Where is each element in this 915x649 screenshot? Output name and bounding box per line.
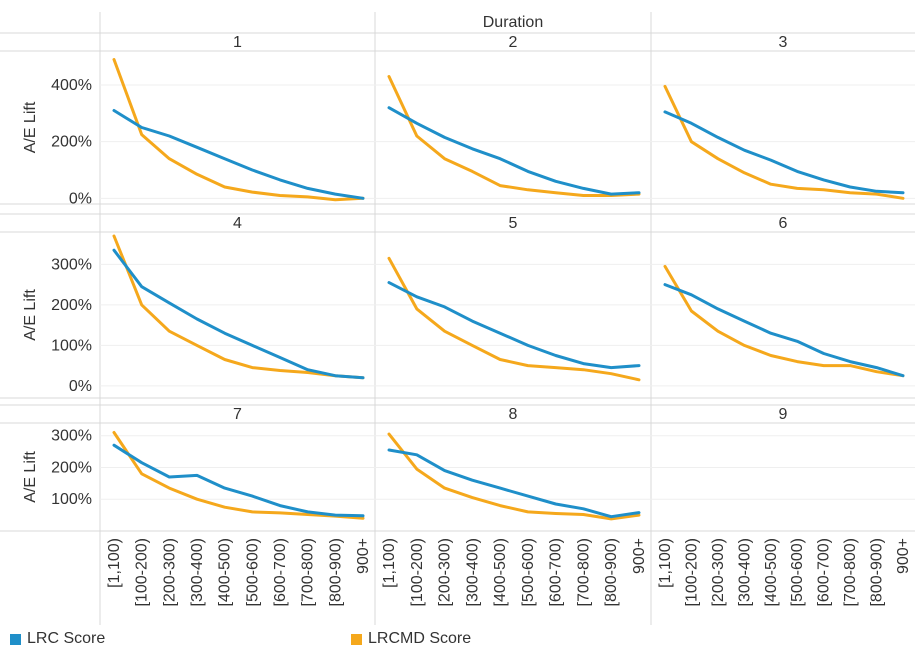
x-tick-label-col1-6: [600-700) [272,538,289,607]
series-line-lrcmd-panel-1 [112,58,365,202]
series-line-lrcmd-panel-4 [112,234,365,380]
x-tick-label-col1-9: 900+ [355,538,372,574]
x-tick-label-col3-8: [800-900) [869,538,886,607]
y-tick-label-row3-0: 100% [51,491,92,508]
x-tick-label-col2-8: [800-900) [603,538,620,607]
series-line-lrc-panel-2 [387,106,641,196]
y-tick-label-row1-2: 400% [51,77,92,94]
x-tick-label-col3-7: [700-800) [842,538,859,607]
x-tick-label-col2-6: [600-700) [548,538,565,607]
x-tick-label-col1-5: [500-600) [244,538,261,607]
series-line-lrc-panel-4 [112,248,365,380]
panel-title-2: 2 [509,34,518,51]
series-line-lrcmd-panel-3 [663,84,905,200]
panel-title-5: 5 [509,215,518,232]
panel-title-7: 7 [233,406,242,423]
panel-layer: 1 2 3 4 5 6 7 8 9 [112,34,905,521]
x-tick-label-col3-2: [200-300) [710,538,727,607]
x-tick-label-col3-3: [300-400) [736,538,753,607]
series-line-lrc-panel-6 [663,283,905,378]
y-tick-label-row2-1: 100% [51,337,92,354]
column-header: Duration [483,14,543,31]
panel-title-3: 3 [779,34,788,51]
series-line-lrcmd-panel-5 [387,256,641,382]
x-tick-label-col2-7: [700-800) [575,538,592,607]
legend-swatch-lrcmd [351,633,362,645]
x-tick-label-col1-7: [700-800) [300,538,317,607]
legend-item-lrcmd: LRCMD Score [351,630,471,648]
y-axis-label-row2: A/E Lift [22,289,39,341]
x-tick-label-col2-1: [100-200) [409,538,426,607]
x-tick-label-col1-8: [800-900) [327,538,344,607]
legend-swatch-lrc [10,633,21,645]
series-line-lrc-panel-1 [112,109,365,200]
x-tick-label-col3-4: [400-500) [763,538,780,607]
series-line-lrc-panel-5 [387,281,641,370]
y-tick-label-row1-0: 0% [69,190,92,207]
y-tick-label-row3-1: 200% [51,459,92,476]
panel-title-4: 4 [233,215,242,232]
y-tick-label-row1-1: 200% [51,134,92,151]
legend-label-lrcmd: LRCMD Score [368,630,472,647]
x-tick-label-col2-9: 900+ [631,538,648,574]
x-tick-label-col3-9: 900+ [895,538,912,574]
series-line-lrcmd-panel-7 [112,431,365,520]
series-line-lrc-panel-8 [387,448,641,519]
legend-item-lrc: LRC Score [10,630,105,648]
panel-title-9: 9 [779,406,788,423]
x-tick-label-col1-2: [200-300) [161,538,178,607]
panel-title-1: 1 [233,34,242,51]
x-tick-label-col1-1: [100-200) [134,538,151,607]
series-line-lrcmd-panel-8 [387,432,641,521]
y-tick-label-row2-3: 300% [51,256,92,273]
series-line-lrc-panel-7 [112,443,365,518]
x-tick-label-col3-6: [600-700) [816,538,833,607]
x-tick-label-col2-3: [300-400) [464,538,481,607]
series-line-lrc-panel-3 [663,110,905,195]
x-tick-label-col2-5: [500-600) [520,538,537,607]
y-axis-label-row3: A/E Lift [22,451,39,503]
x-tick-label-col2-4: [400-500) [492,538,509,607]
y-axis-label-row1: A/E Lift [22,101,39,153]
axis-layer: 0% 200% 400% A/E Lift 0% 100% 200% 300% A/E Lift… [22,77,912,607]
trellis-line-chart: Duration 1 2 3 4 5 6 7 8 9 0% 200% 400% A/E Lift 0% 1… [0,12,915,625]
legend: LRC Score LRCMD Score [0,628,915,649]
x-tick-label-col3-1: [100-200) [683,538,700,607]
panel-title-6: 6 [779,215,788,232]
x-tick-label-col2-0: [1,100) [381,538,398,588]
y-tick-label-row2-0: 0% [69,378,92,395]
series-line-lrcmd-panel-6 [663,264,905,378]
x-tick-label-col2-2: [200-300) [437,538,454,607]
x-tick-label-col1-3: [300-400) [189,538,206,607]
x-tick-label-col3-0: [1,100) [657,538,674,588]
series-line-lrcmd-panel-2 [387,75,641,197]
panel-title-8: 8 [509,406,518,423]
x-tick-label-col1-0: [1,100) [106,538,123,588]
y-tick-label-row3-2: 300% [51,428,92,445]
x-tick-label-col3-5: [500-600) [789,538,806,607]
grid-layer [0,12,915,625]
x-tick-label-col1-4: [400-500) [217,538,234,607]
y-tick-label-row2-2: 200% [51,297,92,314]
legend-label-lrc: LRC Score [27,630,106,647]
